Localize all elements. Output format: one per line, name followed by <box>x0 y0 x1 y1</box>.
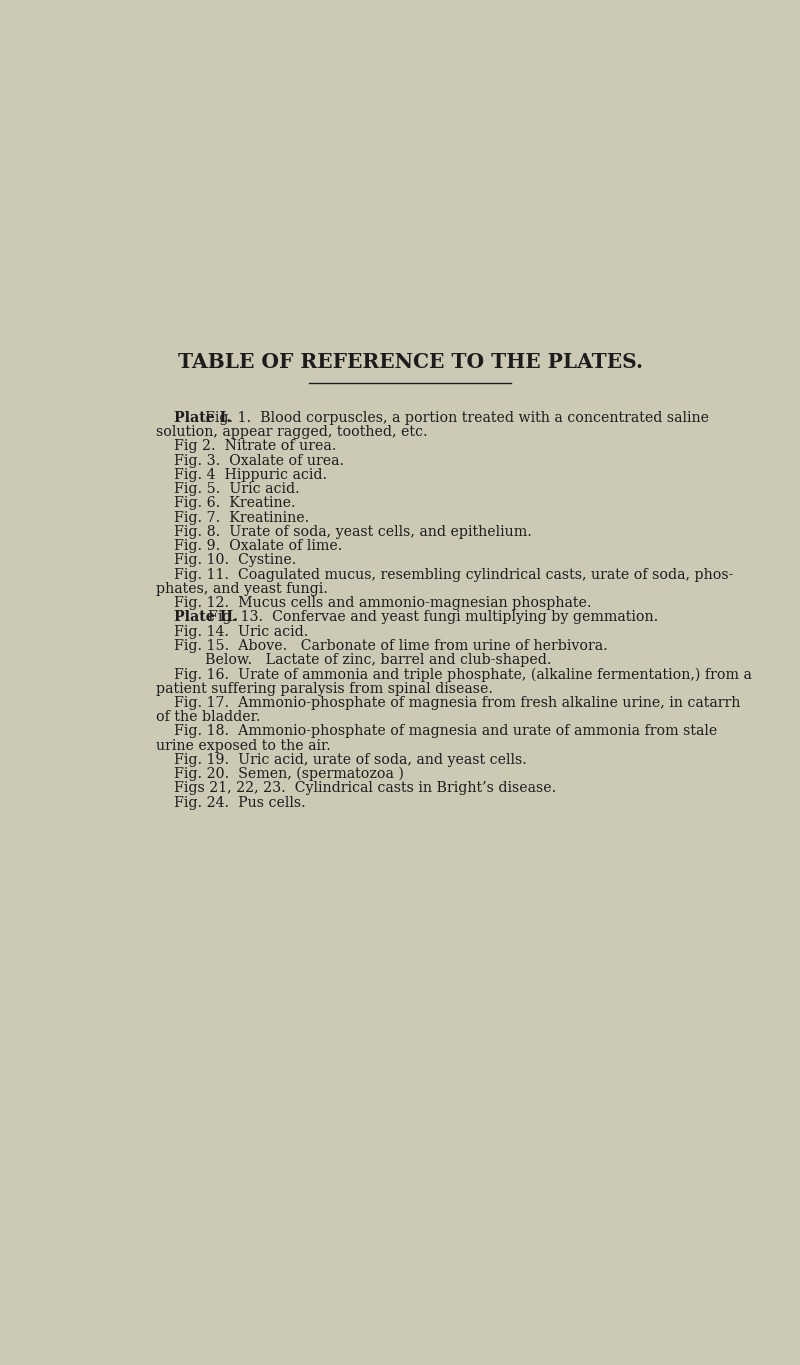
Text: Fig 2.  Nitrate of urea.: Fig 2. Nitrate of urea. <box>174 440 336 453</box>
Text: Fig. 10.  Cystine.: Fig. 10. Cystine. <box>174 553 296 568</box>
Text: Fig. 8.  Urate of soda, yeast cells, and epithelium.: Fig. 8. Urate of soda, yeast cells, and … <box>174 526 531 539</box>
Text: Fig. 11.  Coagulated mucus, resembling cylindrical casts, urate of soda, phos-: Fig. 11. Coagulated mucus, resembling cy… <box>174 568 733 581</box>
Text: urine exposed to the air.: urine exposed to the air. <box>156 738 330 752</box>
Text: Fig. 3.  Oxalate of urea.: Fig. 3. Oxalate of urea. <box>174 453 344 468</box>
Text: Fig. 20.  Semen, (spermatozoa ): Fig. 20. Semen, (spermatozoa ) <box>174 767 403 781</box>
Text: Fig. 18.  Ammonio-phosphate of magnesia and urate of ammonia from stale: Fig. 18. Ammonio-phosphate of magnesia a… <box>174 725 717 738</box>
Text: Fig. 9.  Oxalate of lime.: Fig. 9. Oxalate of lime. <box>174 539 342 553</box>
Text: Fig. 5.  Uric acid.: Fig. 5. Uric acid. <box>174 482 299 495</box>
Text: TABLE OF REFERENCE TO THE PLATES.: TABLE OF REFERENCE TO THE PLATES. <box>178 352 642 373</box>
Text: Fig. 19.  Uric acid, urate of soda, and yeast cells.: Fig. 19. Uric acid, urate of soda, and y… <box>174 752 526 767</box>
Text: Figs 21, 22, 23.  Cylindrical casts in Bright’s disease.: Figs 21, 22, 23. Cylindrical casts in Br… <box>174 781 556 796</box>
Text: Fig. 6.  Kreatine.: Fig. 6. Kreatine. <box>174 497 295 511</box>
Text: Fig. 15.  Above.   Carbonate of lime from urine of herbivora.: Fig. 15. Above. Carbonate of lime from u… <box>174 639 607 652</box>
Text: Fig. 14.  Uric acid.: Fig. 14. Uric acid. <box>174 625 308 639</box>
Text: Fig. 17.  Ammonio-phosphate of magnesia from fresh alkaline urine, in catarrh: Fig. 17. Ammonio-phosphate of magnesia f… <box>174 696 740 710</box>
Text: of the bladder.: of the bladder. <box>156 710 260 723</box>
Text: Fig. 7.  Kreatinine.: Fig. 7. Kreatinine. <box>174 511 309 524</box>
Text: Below.   Lactate of zinc, barrel and club-shaped.: Below. Lactate of zinc, barrel and club-… <box>205 652 551 667</box>
Text: Fig. 13.  Confervae and yeast fungi multiplying by gemmation.: Fig. 13. Confervae and yeast fungi multi… <box>198 610 658 624</box>
Text: Fig. 1.  Blood corpuscles, a portion treated with a concentrated saline: Fig. 1. Blood corpuscles, a portion trea… <box>196 411 709 425</box>
Text: Fig. 16.  Urate of ammonia and triple phosphate, (alkaline fermentation,) from a: Fig. 16. Urate of ammonia and triple pho… <box>174 667 751 681</box>
Text: phates, and yeast fungi.: phates, and yeast fungi. <box>156 581 328 597</box>
Text: solution, appear ragged, toothed, etc.: solution, appear ragged, toothed, etc. <box>156 425 427 440</box>
Text: patient suffering paralysis from spinal disease.: patient suffering paralysis from spinal … <box>156 681 493 696</box>
Text: Fig. 24.  Pus cells.: Fig. 24. Pus cells. <box>174 796 306 809</box>
Text: Fig. 12.  Mucus cells and ammonio-magnesian phosphate.: Fig. 12. Mucus cells and ammonio-magnesi… <box>174 597 591 610</box>
Text: Fig. 4  Hippuric acid.: Fig. 4 Hippuric acid. <box>174 468 326 482</box>
Text: Plate I.: Plate I. <box>174 411 231 425</box>
Text: Plate II.: Plate II. <box>174 610 238 624</box>
